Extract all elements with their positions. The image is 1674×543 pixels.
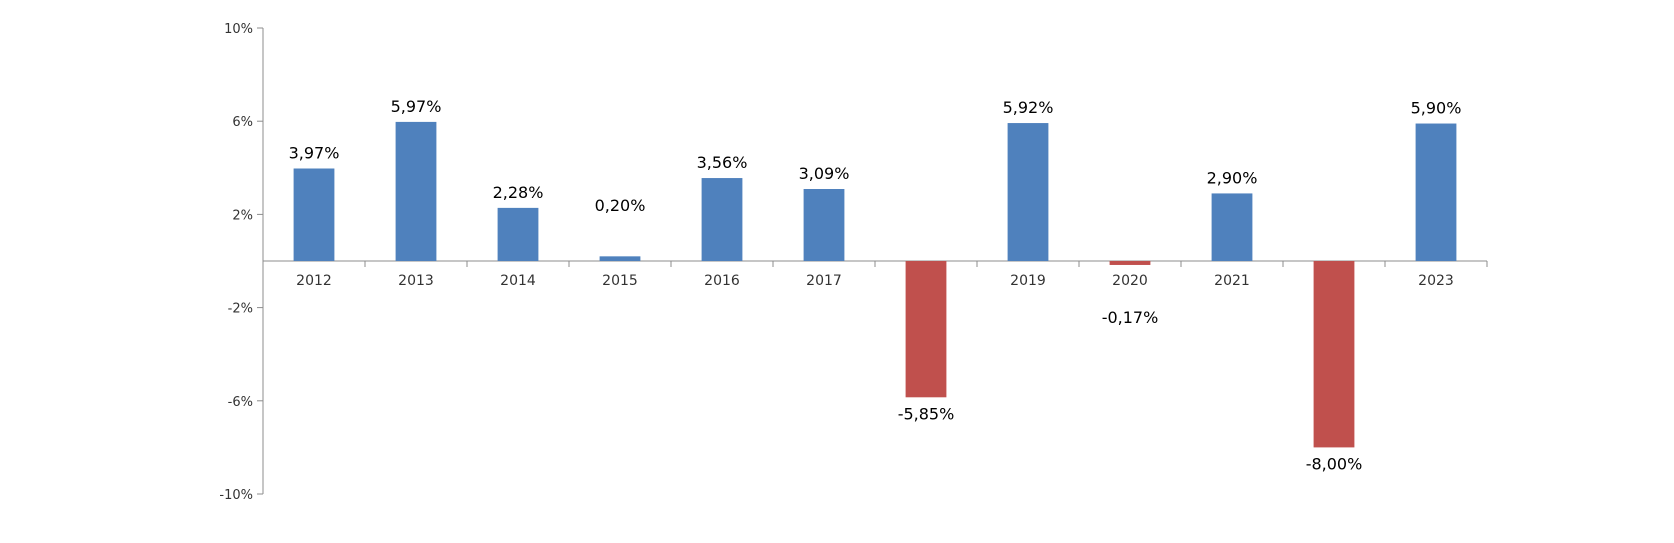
x-tick-label: 2014 (500, 273, 536, 289)
bar-2016 (701, 178, 743, 261)
data-labels: 3,97% 5,97% 2,28% 0,20% 3,56% 3,09% -5,85% 5,92… (289, 97, 1462, 474)
bar-2012 (293, 168, 335, 261)
data-label-2020: -0,17% (1102, 308, 1159, 327)
bar-2014 (497, 207, 539, 261)
data-label-2014: 2,28% (493, 183, 544, 202)
data-label-2022: -8,00% (1306, 454, 1363, 473)
x-tick-label: 2020 (1112, 273, 1148, 289)
data-label-2018: -5,85% (898, 404, 955, 423)
bar-2021 (1211, 193, 1253, 261)
data-label-2016: 3,56% (697, 153, 748, 172)
x-tick-label: 2012 (296, 273, 332, 289)
x-tick-label: 2016 (704, 273, 740, 289)
x-tick-label: 2019 (1010, 273, 1046, 289)
y-axis: -10% -6% -2% 2% 6% 10% (219, 22, 264, 503)
bar-2017 (803, 189, 845, 261)
bar-2019 (1007, 123, 1049, 262)
bar-2023 (1415, 123, 1457, 261)
bars (293, 121, 1457, 448)
data-label-2015: 0,20% (595, 196, 646, 215)
y-tick-label: -6% (228, 395, 253, 410)
data-label-2013: 5,97% (391, 97, 442, 116)
bar-2020 (1109, 261, 1151, 265)
x-axis: 2012201320142015201620172018201920202021… (262, 260, 1488, 289)
data-label-2012: 3,97% (289, 143, 340, 162)
x-tick-label: 2023 (1418, 273, 1454, 289)
x-tick-label: 2015 (602, 273, 638, 289)
y-tick-label: -10% (219, 488, 253, 503)
x-tick-label: 2013 (398, 273, 434, 289)
data-label-2021: 2,90% (1207, 168, 1258, 187)
bar-2022 (1313, 261, 1355, 448)
bar-2015 (599, 256, 641, 261)
data-label-2019: 5,92% (1003, 98, 1054, 117)
x-tick-label: 2017 (806, 273, 842, 289)
bar-2013 (395, 121, 437, 261)
y-tick-label: 6% (232, 115, 253, 130)
y-tick-label: -2% (228, 302, 253, 317)
data-label-2023: 5,90% (1411, 99, 1462, 118)
y-tick-label: 2% (232, 208, 253, 223)
y-tick-label: 10% (224, 22, 253, 37)
x-tick-label: 2021 (1214, 273, 1250, 289)
bar-2018 (905, 261, 947, 398)
data-label-2017: 3,09% (799, 164, 850, 183)
